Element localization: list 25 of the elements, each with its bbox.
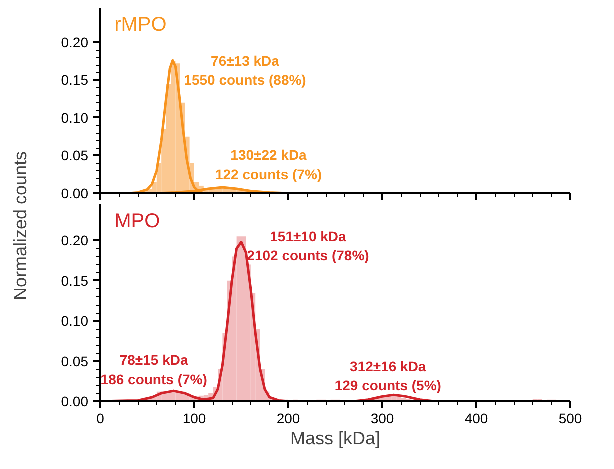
x-tick-label: 400: [464, 410, 488, 426]
annotation: 130±22 kDa 122 counts (7%): [215, 147, 322, 182]
x-axis-title: Mass [kDa]: [290, 428, 381, 448]
annotation: 151±10 kDa 2102 counts (78%): [247, 228, 370, 264]
annotation: 312±16 kDa 129 counts (5%): [334, 358, 442, 394]
y-tick-label: 0.20: [61, 34, 89, 50]
y-axis-title: Normalized counts: [10, 151, 30, 301]
y-tick-label: 0.05: [61, 353, 89, 370]
y-tick-label: 0.00: [61, 186, 89, 202]
y-tick-label: 0.10: [61, 313, 89, 330]
y-tick-label: 0.05: [61, 148, 89, 164]
y-tick-label: 0.20: [61, 232, 89, 249]
chart-title: MPO: [114, 210, 160, 232]
x-tick-label: 0: [96, 410, 105, 426]
y-tick-label: 0.00: [61, 394, 89, 410]
x-tick-label: 500: [558, 410, 582, 426]
annotation: 76±13 kDa 1550 counts (88%): [184, 52, 306, 88]
y-tick-label: 0.15: [61, 272, 89, 289]
y-tick-label: 0.10: [61, 110, 89, 126]
x-tick-label: 200: [276, 410, 300, 426]
chart-title: rMPO: [114, 14, 167, 36]
annotation: 78±15 kDa 186 counts (7%): [100, 352, 208, 388]
x-tick-label: 300: [370, 410, 394, 426]
x-tick-label: 100: [182, 410, 206, 426]
y-tick-label: 0.15: [61, 72, 89, 88]
